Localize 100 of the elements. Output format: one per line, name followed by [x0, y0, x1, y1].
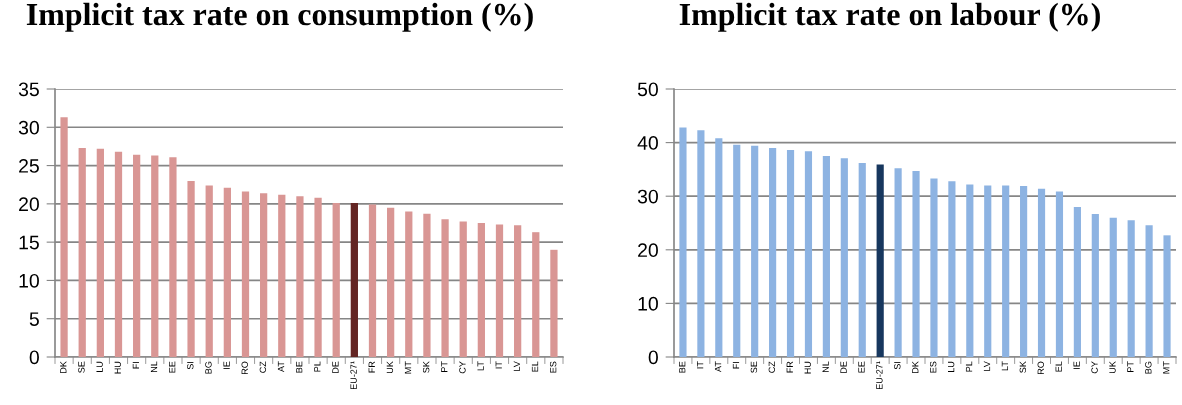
bar	[948, 181, 956, 357]
bar	[697, 130, 705, 357]
x-tick-label: DE	[332, 361, 339, 373]
x-tick-label: BG	[1145, 361, 1152, 374]
bar	[314, 197, 322, 357]
bar	[151, 155, 159, 357]
y-tick-label: 5	[29, 312, 39, 326]
x-tick-label: SK	[1019, 361, 1027, 373]
x-tick-label: IT	[495, 361, 502, 369]
x-tick-label: ES	[929, 361, 937, 373]
bar	[296, 196, 304, 357]
bar	[96, 148, 104, 357]
bar	[1055, 191, 1064, 357]
y-tick-label: 10	[19, 273, 39, 288]
x-tick-label: IT	[697, 361, 704, 369]
x-tick-label: PL	[314, 361, 321, 372]
x-tick-label: AT	[714, 361, 722, 373]
x-tick-label: CY	[459, 361, 466, 374]
x-tick-label: ES	[549, 361, 557, 373]
x-tick-label: BE	[296, 361, 303, 373]
x-tick-label: MT	[1163, 361, 1170, 374]
x-tick-label: BG	[205, 361, 212, 374]
x-tick-label: LV	[983, 361, 991, 371]
bar	[751, 145, 759, 357]
x-tick-label: SK	[422, 361, 430, 373]
bar	[133, 154, 141, 357]
bar	[1002, 185, 1010, 357]
x-tick-label: RO	[1037, 361, 1044, 374]
y-tick-label: 20	[638, 243, 658, 258]
bar	[984, 185, 992, 357]
bar	[822, 156, 830, 357]
x-tick-label: DK	[60, 361, 67, 373]
bar	[441, 219, 449, 357]
x-tick-label: SE	[750, 361, 758, 373]
bar	[60, 117, 68, 357]
x-tick-label: EL	[1055, 361, 1062, 372]
x-tick-label: EU-27¹	[876, 361, 883, 390]
x-tick-label: EU-27¹	[350, 361, 357, 390]
x-tick-label: PT	[1127, 361, 1134, 372]
y-tick-label: 0	[648, 350, 658, 365]
x-tick-label: AT	[277, 361, 285, 373]
x-tick-label: FR	[368, 361, 375, 373]
x-tick-label: DK	[912, 361, 919, 373]
x-tick-label: CZ	[768, 361, 776, 373]
bar	[858, 162, 866, 357]
bar	[786, 150, 795, 357]
y-tick-label: 50	[637, 82, 658, 97]
x-tick-label: IE	[223, 361, 230, 369]
y-tick-label: 25	[19, 159, 39, 173]
x-tick-label: FI	[732, 362, 740, 369]
bar	[1073, 206, 1081, 357]
x-tick-label: SI	[894, 362, 901, 370]
x-tick-label: CY	[1091, 361, 1098, 374]
x-tick-label: FI	[132, 362, 139, 369]
bar	[387, 207, 395, 357]
bar	[169, 157, 177, 357]
bar	[260, 193, 268, 357]
bar	[840, 158, 848, 357]
bar	[733, 144, 741, 357]
x-tick-label: SI	[187, 362, 194, 370]
bar	[769, 147, 777, 357]
x-tick-label: RO	[241, 361, 248, 374]
bar	[187, 180, 195, 357]
bar	[423, 213, 431, 357]
x-tick-label: CZ	[259, 361, 267, 373]
bar	[223, 187, 231, 357]
bar	[715, 138, 723, 357]
bar	[1145, 225, 1153, 357]
bar	[1127, 220, 1135, 357]
x-tick-label: MT	[404, 361, 412, 374]
y-tick-label: 0	[29, 350, 39, 365]
bar	[1037, 188, 1046, 357]
x-tick-label: PL	[965, 361, 973, 372]
bar	[1091, 213, 1099, 357]
bar	[205, 185, 213, 357]
y-tick-label: 10	[638, 296, 658, 311]
bar	[679, 127, 687, 357]
x-tick-label: FR	[786, 361, 793, 373]
x-tick-label: EE	[858, 361, 865, 373]
bar	[532, 232, 540, 357]
y-tick-label: 20	[19, 197, 39, 212]
x-tick-label: LV	[513, 361, 520, 371]
x-tick-label: HU	[804, 361, 811, 374]
chart-title: Implicit tax rate on labour (%)	[679, 2, 1100, 32]
bar	[550, 249, 558, 357]
bar	[241, 191, 250, 357]
bar	[78, 147, 86, 357]
bar	[278, 194, 286, 357]
chart-title: Implicit tax rate on consumption (%)	[26, 2, 533, 32]
x-tick-label: LT	[1001, 361, 1009, 371]
bar	[966, 184, 974, 357]
x-tick-label: BE	[679, 361, 686, 373]
bar	[1163, 235, 1171, 357]
bar	[1109, 217, 1117, 357]
x-tick-label: NL	[150, 361, 158, 372]
x-tick-label: EE	[169, 361, 176, 373]
x-tick-label: SE	[78, 361, 85, 373]
bar	[894, 168, 902, 357]
y-tick-label: 30	[637, 189, 658, 204]
x-tick-label: DE	[840, 361, 847, 373]
